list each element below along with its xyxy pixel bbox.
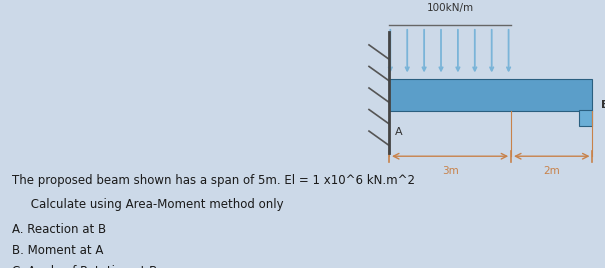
Text: A: A [395, 127, 403, 137]
Text: B. Moment at A: B. Moment at A [12, 244, 103, 258]
Text: 100kN/m: 100kN/m [427, 3, 474, 13]
Bar [389, 79, 592, 111]
Text: Calculate using Area-Moment method only: Calculate using Area-Moment method only [12, 198, 284, 211]
Text: The proposed beam shown has a span of 5m. El = 1 x10^6 kN.m^2: The proposed beam shown has a span of 5m… [12, 174, 415, 187]
Text: C. Angle of Rotation at B: C. Angle of Rotation at B [12, 265, 157, 268]
Text: 3m: 3m [442, 166, 459, 176]
Bar [578, 110, 592, 126]
Text: A. Reaction at B: A. Reaction at B [12, 223, 106, 236]
Text: 2m: 2m [543, 166, 560, 176]
Text: B: B [601, 100, 605, 110]
